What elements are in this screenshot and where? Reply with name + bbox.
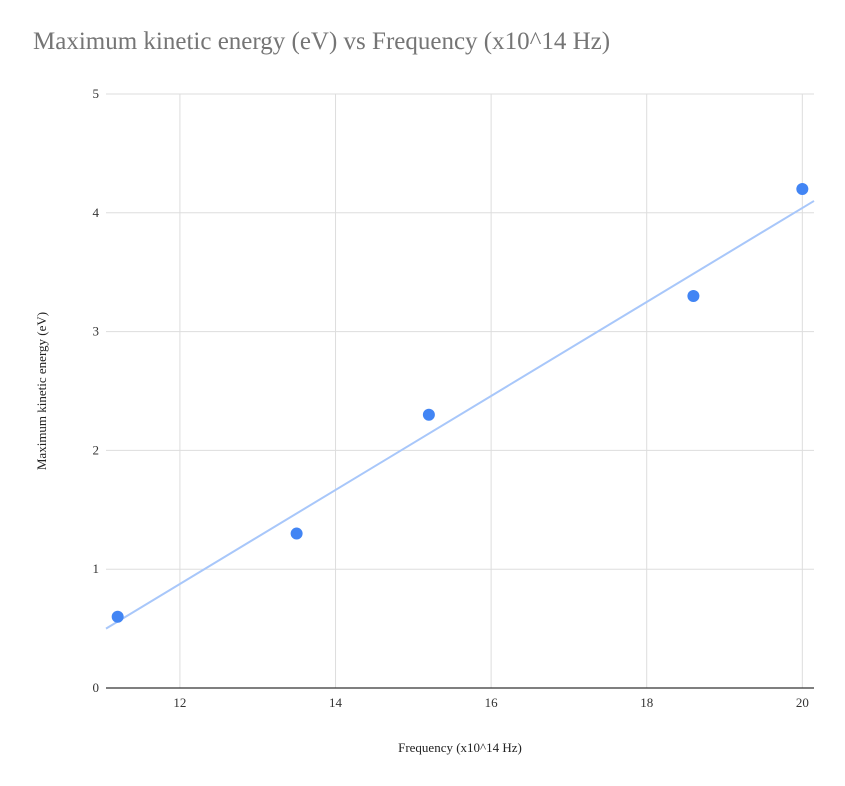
y-tick-label: 4: [93, 205, 100, 220]
x-tick-label: 14: [329, 695, 343, 710]
data-points: [111, 183, 809, 623]
y-tick-label: 2: [93, 442, 100, 457]
data-point: [687, 289, 700, 302]
data-point: [290, 527, 303, 540]
y-tick-label: 5: [93, 86, 100, 101]
chart-title: Maximum kinetic energy (eV) vs Frequency…: [33, 28, 611, 55]
x-axis-title: Frequency (x10^14 Hz): [398, 740, 522, 755]
x-tick-label: 16: [485, 695, 499, 710]
data-point: [422, 408, 435, 421]
gridlines: [106, 93, 814, 688]
x-tick-label: 12: [173, 695, 186, 710]
trendline: [105, 200, 815, 630]
data-point: [111, 610, 124, 623]
data-point: [796, 183, 809, 196]
y-tick-label: 1: [93, 561, 100, 576]
x-tick-label: 20: [796, 695, 809, 710]
y-tick-label: 3: [93, 324, 100, 339]
x-tick-label: 18: [640, 695, 653, 710]
y-tick-label: 0: [93, 680, 100, 695]
y-axis-title: Maximum kinetic energy (eV): [34, 312, 49, 470]
trendline-layer: [105, 200, 815, 630]
